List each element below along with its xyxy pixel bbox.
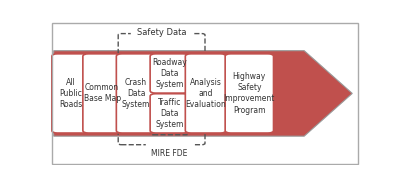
Text: Traffic
Data
System: Traffic Data System: [155, 98, 184, 129]
FancyBboxPatch shape: [185, 54, 226, 133]
Text: All
Public
Roads: All Public Roads: [60, 78, 83, 109]
Text: Analysis
and
Evaluation: Analysis and Evaluation: [185, 78, 226, 109]
Text: Safety Data: Safety Data: [137, 28, 186, 37]
FancyBboxPatch shape: [225, 54, 274, 133]
FancyBboxPatch shape: [52, 54, 90, 133]
FancyBboxPatch shape: [150, 94, 188, 133]
FancyBboxPatch shape: [116, 54, 156, 133]
Text: Highway
Safety
Improvement
Program: Highway Safety Improvement Program: [224, 72, 275, 115]
FancyBboxPatch shape: [150, 54, 188, 93]
Text: Common
Base Map: Common Base Map: [84, 83, 121, 103]
Text: Crash
Data
System: Crash Data System: [122, 78, 150, 109]
Text: Roadway
Data
System: Roadway Data System: [152, 58, 187, 89]
Text: MIRE FDE: MIRE FDE: [151, 149, 188, 158]
Polygon shape: [54, 51, 352, 136]
FancyBboxPatch shape: [83, 54, 121, 133]
